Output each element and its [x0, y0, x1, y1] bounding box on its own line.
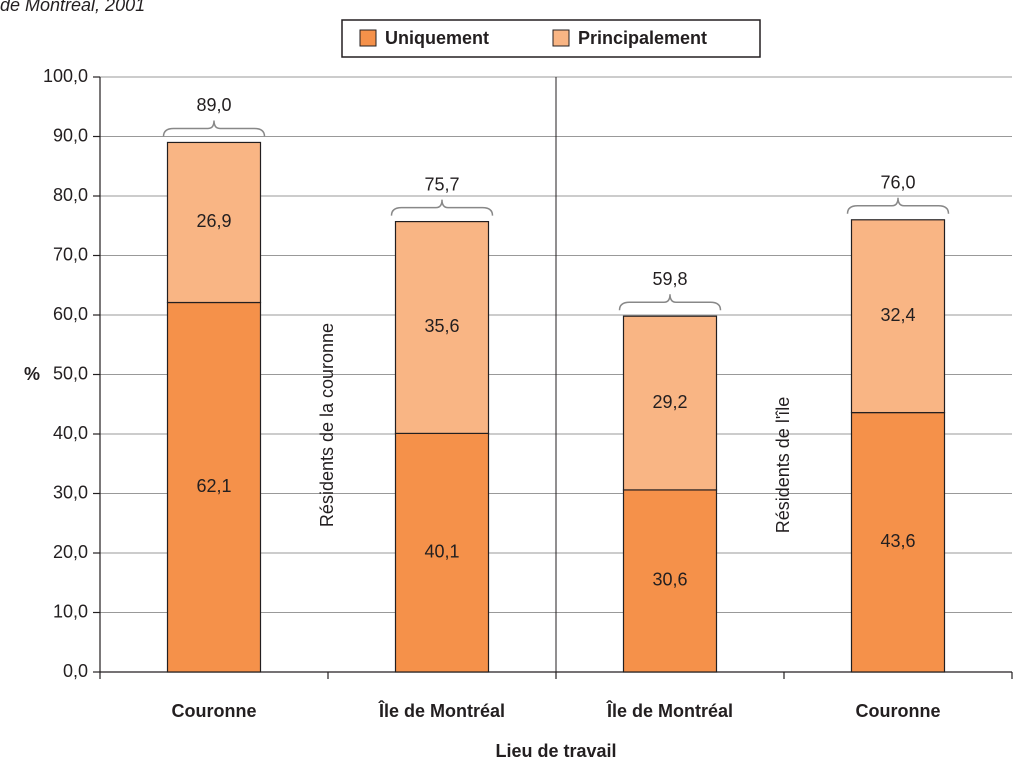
value-label: 43,6 — [880, 531, 915, 551]
bar-segment — [166, 141, 262, 304]
x-tick-label: Île de Montréal — [606, 700, 733, 721]
bar-segment — [394, 432, 490, 673]
chart-title: de Montréal, 2001 — [0, 0, 145, 15]
group-label: Résidents de l'île — [773, 397, 793, 534]
legend-label: Principalement — [578, 28, 707, 48]
y-tick-label: 70,0 — [53, 244, 88, 264]
x-tick-label: Couronne — [856, 701, 941, 721]
y-tick-label: 30,0 — [53, 482, 88, 502]
legend-label: Uniquement — [385, 28, 489, 48]
x-tick-label: Couronne — [172, 701, 257, 721]
x-tick-label: Île de Montréal — [378, 700, 505, 721]
total-label: 59,8 — [652, 269, 687, 289]
value-label: 29,2 — [652, 392, 687, 412]
y-tick-label: 60,0 — [53, 304, 88, 324]
y-tick-label: 90,0 — [53, 125, 88, 145]
value-label: 35,6 — [424, 316, 459, 336]
y-tick-label: 0,0 — [63, 661, 88, 681]
value-label: 62,1 — [196, 476, 231, 496]
x-axis-label: Lieu de travail — [495, 741, 616, 761]
y-tick-label: 10,0 — [53, 601, 88, 621]
bar-segment — [622, 489, 718, 673]
legend-box — [341, 19, 761, 58]
bar-segment — [166, 301, 262, 673]
y-tick-label: 40,0 — [53, 423, 88, 443]
value-label: 32,4 — [880, 305, 915, 325]
legend-swatch — [359, 29, 377, 47]
value-label: 30,6 — [652, 570, 687, 590]
bar-segment — [394, 220, 490, 435]
y-tick-label: 50,0 — [53, 363, 88, 383]
y-tick-label: 100,0 — [43, 66, 88, 86]
brace — [618, 294, 722, 311]
bar-segment — [622, 315, 718, 491]
total-label: 89,0 — [196, 95, 231, 115]
brace — [390, 199, 494, 216]
y-tick-label: 80,0 — [53, 185, 88, 205]
y-tick-label: 20,0 — [53, 542, 88, 562]
y-axis-label: % — [24, 364, 40, 384]
bar-segment — [850, 219, 946, 414]
total-label: 75,7 — [424, 174, 459, 194]
value-label: 26,9 — [196, 211, 231, 231]
brace — [162, 120, 266, 137]
legend-swatch — [552, 29, 570, 47]
total-label: 76,0 — [880, 173, 915, 193]
bar-segment — [850, 411, 946, 673]
brace — [846, 197, 950, 214]
value-label: 40,1 — [424, 541, 459, 561]
group-label: Résidents de la couronne — [317, 323, 337, 527]
